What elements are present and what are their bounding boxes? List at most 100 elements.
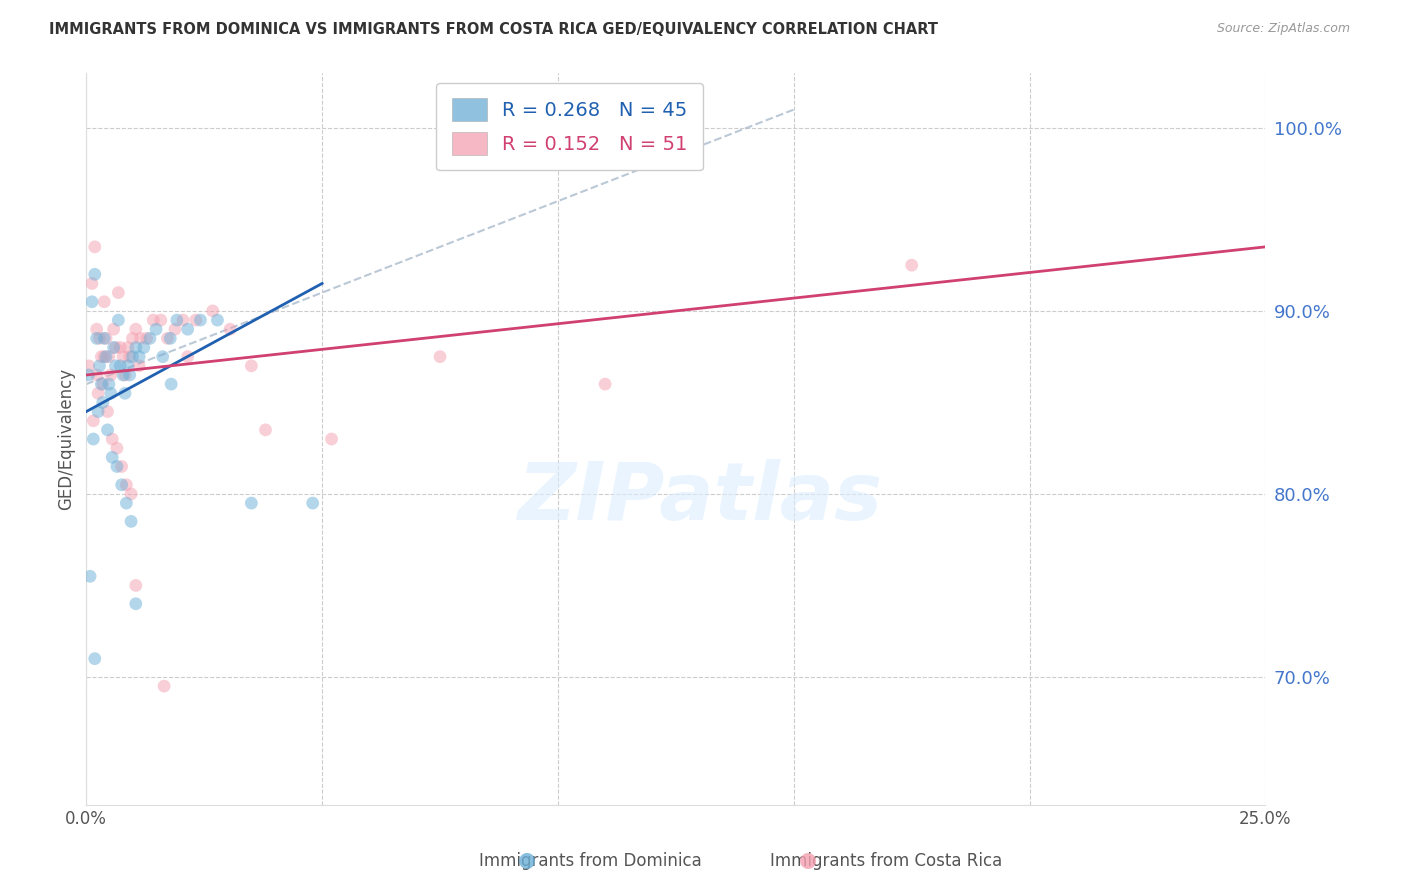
Point bbox=[89, 331, 111, 345]
Point bbox=[121, 331, 143, 345]
Point bbox=[91, 377, 114, 392]
Point bbox=[120, 515, 142, 529]
Point bbox=[125, 322, 148, 336]
Text: Immigrants from Dominica: Immigrants from Dominica bbox=[479, 852, 702, 870]
Point bbox=[94, 350, 117, 364]
Point bbox=[94, 331, 117, 345]
Point bbox=[83, 268, 105, 282]
Point bbox=[115, 477, 138, 491]
Point bbox=[121, 350, 143, 364]
Point bbox=[149, 313, 172, 327]
Point bbox=[145, 322, 167, 336]
Point bbox=[93, 331, 115, 345]
Point bbox=[90, 350, 112, 364]
Point bbox=[118, 350, 141, 364]
Point bbox=[254, 423, 277, 437]
Point bbox=[128, 350, 150, 364]
Point bbox=[82, 414, 104, 428]
Point bbox=[89, 359, 111, 373]
Point bbox=[201, 304, 224, 318]
Point bbox=[104, 359, 127, 373]
Point bbox=[117, 359, 139, 373]
Point bbox=[80, 294, 103, 309]
Point bbox=[429, 350, 451, 364]
Point bbox=[176, 322, 198, 336]
Point bbox=[593, 377, 616, 392]
Text: ZIPatlas: ZIPatlas bbox=[517, 458, 882, 537]
Point bbox=[166, 313, 188, 327]
Point bbox=[125, 578, 148, 592]
Point bbox=[240, 496, 263, 510]
Point bbox=[112, 350, 135, 364]
Point bbox=[77, 368, 100, 382]
Point bbox=[153, 679, 176, 693]
Point bbox=[135, 331, 157, 345]
Point bbox=[101, 432, 124, 446]
Point bbox=[159, 331, 181, 345]
Point bbox=[110, 341, 132, 355]
Point bbox=[114, 386, 136, 401]
Point bbox=[176, 350, 198, 364]
Point bbox=[207, 313, 229, 327]
Point bbox=[97, 350, 120, 364]
Point bbox=[110, 359, 132, 373]
Point bbox=[86, 368, 108, 382]
Point bbox=[128, 359, 150, 373]
Point bbox=[160, 377, 183, 392]
Point bbox=[107, 285, 129, 300]
Point bbox=[900, 258, 922, 272]
Point bbox=[87, 386, 110, 401]
Text: Immigrants from Costa Rica: Immigrants from Costa Rica bbox=[769, 852, 1002, 870]
Point bbox=[172, 313, 194, 327]
Point bbox=[96, 423, 118, 437]
Text: ●: ● bbox=[519, 850, 536, 870]
Point bbox=[120, 487, 142, 501]
Legend: R = 0.268   N = 45, R = 0.152   N = 51: R = 0.268 N = 45, R = 0.152 N = 51 bbox=[436, 83, 703, 170]
Point bbox=[112, 368, 135, 382]
Point bbox=[219, 322, 242, 336]
Point bbox=[82, 432, 104, 446]
Point bbox=[79, 569, 101, 583]
Point bbox=[125, 597, 148, 611]
Point bbox=[90, 377, 112, 392]
Point bbox=[91, 395, 114, 409]
Point bbox=[100, 386, 122, 401]
Text: Source: ZipAtlas.com: Source: ZipAtlas.com bbox=[1216, 22, 1350, 36]
Point bbox=[142, 313, 165, 327]
Point bbox=[83, 651, 105, 665]
Point bbox=[118, 368, 141, 382]
Point bbox=[105, 441, 128, 455]
Point bbox=[104, 341, 127, 355]
Point bbox=[125, 341, 148, 355]
Point bbox=[301, 496, 323, 510]
Point bbox=[117, 341, 139, 355]
Point bbox=[101, 450, 124, 465]
Point bbox=[77, 359, 100, 373]
Point bbox=[100, 368, 122, 382]
Point bbox=[139, 331, 162, 345]
Point bbox=[184, 313, 207, 327]
Point bbox=[321, 432, 343, 446]
Point bbox=[93, 294, 115, 309]
Point bbox=[86, 331, 108, 345]
Point bbox=[103, 322, 125, 336]
Point bbox=[190, 313, 212, 327]
Point bbox=[152, 350, 174, 364]
Point bbox=[86, 322, 108, 336]
Point bbox=[87, 404, 110, 418]
Point bbox=[156, 331, 179, 345]
Point bbox=[97, 377, 120, 392]
Point bbox=[129, 331, 152, 345]
Point bbox=[83, 240, 105, 254]
Point bbox=[93, 350, 115, 364]
Point bbox=[132, 341, 155, 355]
Text: ●: ● bbox=[800, 850, 817, 870]
Text: IMMIGRANTS FROM DOMINICA VS IMMIGRANTS FROM COSTA RICA GED/EQUIVALENCY CORRELATI: IMMIGRANTS FROM DOMINICA VS IMMIGRANTS F… bbox=[49, 22, 938, 37]
Point bbox=[107, 313, 129, 327]
Point bbox=[111, 459, 134, 474]
Point bbox=[80, 277, 103, 291]
Point bbox=[111, 477, 134, 491]
Point bbox=[105, 459, 128, 474]
Point bbox=[103, 341, 125, 355]
Point bbox=[163, 322, 186, 336]
